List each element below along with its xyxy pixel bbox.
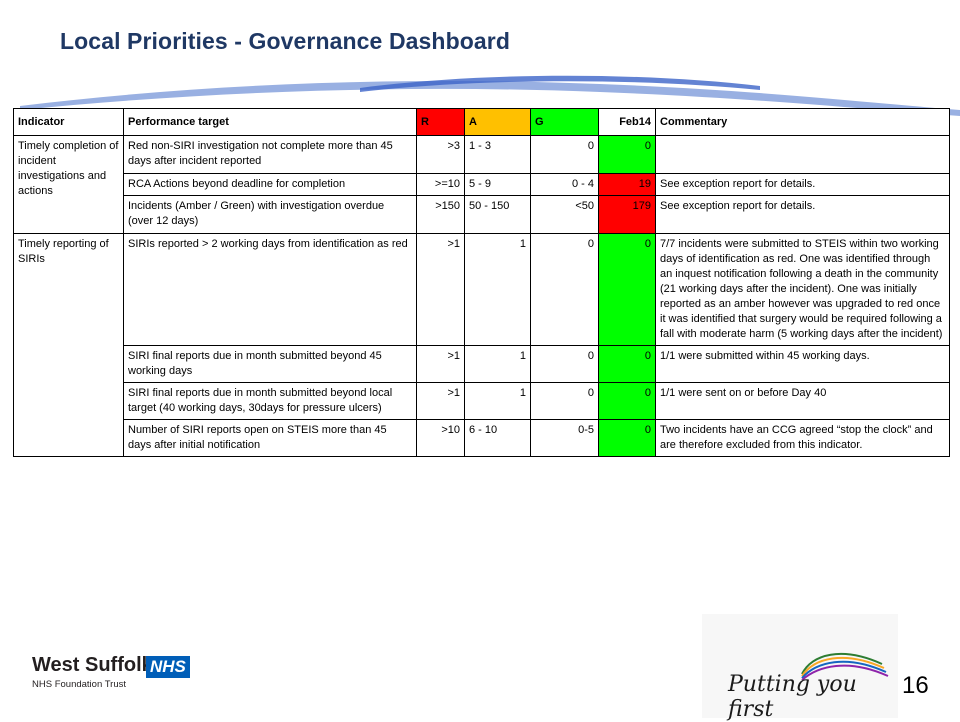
month-value: 0 — [598, 345, 656, 383]
header-month: Feb14 — [598, 108, 656, 136]
target-cell: Number of SIRI reports open on STEIS mor… — [123, 419, 417, 457]
table-row: SIRI final reports due in month submitte… — [14, 345, 950, 383]
amber-threshold: 1 — [464, 382, 531, 420]
red-threshold: >1 — [416, 382, 465, 420]
month-value: 0 — [598, 135, 656, 174]
green-threshold: <50 — [530, 195, 599, 234]
header-green: G — [530, 108, 599, 136]
green-threshold: 0 - 4 — [530, 173, 599, 196]
red-threshold: >=10 — [416, 173, 465, 196]
target-cell: Red non-SIRI investigation not complete … — [123, 135, 417, 174]
red-threshold: >1 — [416, 233, 465, 346]
table-row: Incidents (Amber / Green) with investiga… — [14, 195, 950, 234]
commentary-cell: Two incidents have an CCG agreed “stop t… — [655, 419, 950, 457]
month-value: 19 — [598, 173, 656, 196]
red-threshold: >10 — [416, 419, 465, 457]
month-value: 0 — [598, 419, 656, 457]
slogan: Putting you first — [728, 672, 857, 722]
nhs-badge: NHS — [146, 656, 190, 678]
green-threshold: 0 — [530, 382, 599, 420]
amber-threshold: 1 - 3 — [464, 135, 531, 174]
header-amber: A — [464, 108, 531, 136]
table-header-row: Indicator Performance target R A G Feb14… — [13, 108, 950, 136]
target-cell: SIRIs reported > 2 working days from ide… — [123, 233, 417, 346]
commentary-cell: See exception report for details. — [655, 195, 950, 234]
green-threshold: 0 — [530, 135, 599, 174]
header-target: Performance target — [123, 108, 417, 136]
commentary-cell: 7/7 incidents were submitted to STEIS wi… — [655, 233, 950, 346]
putting-you-first-logo: Putting you first — [702, 614, 898, 722]
amber-threshold: 50 - 150 — [464, 195, 531, 234]
header-commentary: Commentary — [655, 108, 950, 136]
commentary-cell: 1/1 were sent on or before Day 40 — [655, 382, 950, 420]
page-number: 16 — [902, 672, 929, 699]
commentary-cell — [655, 135, 950, 174]
month-value: 0 — [598, 233, 656, 346]
green-threshold: 0 — [530, 345, 599, 383]
org-name: West Suffolk — [32, 654, 153, 676]
decorative-swoosh — [20, 75, 960, 116]
header-indicator: Indicator — [13, 108, 124, 136]
target-cell: Incidents (Amber / Green) with investiga… — [123, 195, 417, 234]
commentary-cell: See exception report for details. — [655, 173, 950, 196]
target-cell: RCA Actions beyond deadline for completi… — [123, 173, 417, 196]
table-row: Timely completion of incident investigat… — [13, 135, 950, 234]
target-cell: SIRI final reports due in month submitte… — [123, 382, 417, 420]
table-row: Timely reporting of SIRIs SIRIs reported… — [13, 233, 950, 457]
amber-threshold: 6 - 10 — [464, 419, 531, 457]
header-red: R — [416, 108, 465, 136]
red-threshold: >150 — [416, 195, 465, 234]
month-value: 179 — [598, 195, 656, 234]
nhs-trust-logo: West Suffolk NHS NHS Foundation Trust — [32, 654, 202, 698]
commentary-cell: 1/1 were submitted within 45 working day… — [655, 345, 950, 383]
green-threshold: 0 — [530, 233, 599, 346]
table-row: RCA Actions beyond deadline for completi… — [14, 173, 950, 196]
month-value: 0 — [598, 382, 656, 420]
indicator-cell: Timely completion of incident investigat… — [13, 135, 124, 234]
red-threshold: >3 — [416, 135, 465, 174]
table-row: Number of SIRI reports open on STEIS mor… — [14, 419, 950, 457]
page-title: Local Priorities - Governance Dashboard — [60, 28, 510, 54]
amber-threshold: 1 — [464, 345, 531, 383]
amber-threshold: 1 — [464, 233, 531, 346]
green-threshold: 0-5 — [530, 419, 599, 457]
indicator-cell: Timely reporting of SIRIs — [13, 233, 124, 457]
org-subtitle: NHS Foundation Trust — [32, 679, 126, 690]
red-threshold: >1 — [416, 345, 465, 383]
target-cell: SIRI final reports due in month submitte… — [123, 345, 417, 383]
amber-threshold: 5 - 9 — [464, 173, 531, 196]
table-row: SIRI final reports due in month submitte… — [14, 382, 950, 420]
governance-table: Indicator Performance target R A G Feb14… — [13, 108, 950, 457]
rainbow-swirl-icon — [801, 652, 889, 681]
